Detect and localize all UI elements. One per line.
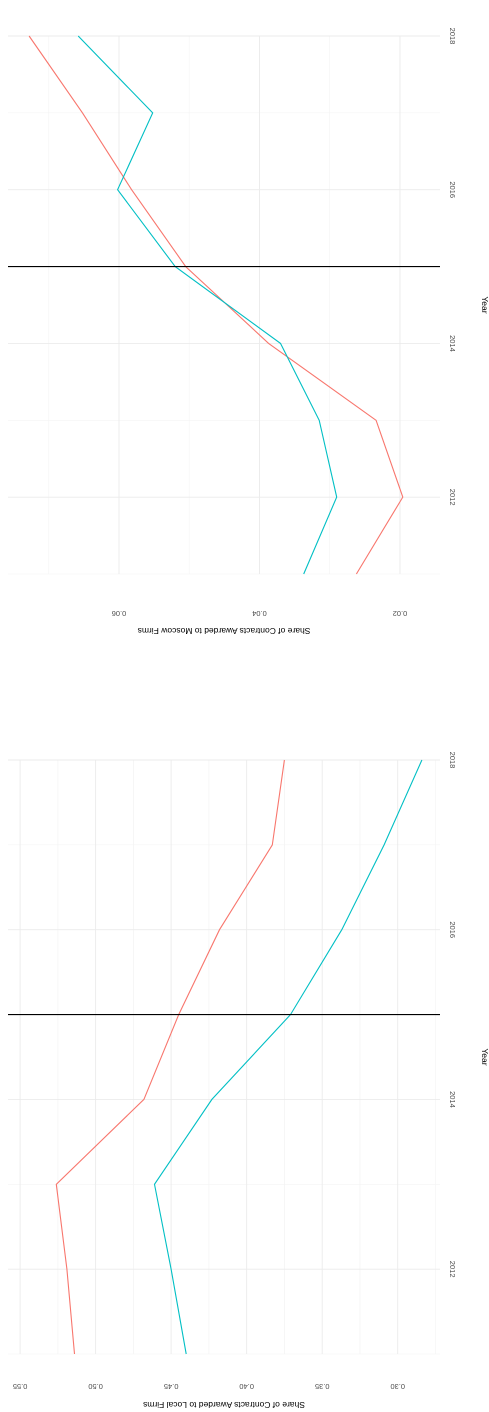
x-tick-label: 2016 bbox=[448, 921, 457, 938]
y-axis-title: Share of Contracts Awarded to Local Firm… bbox=[143, 1400, 305, 1410]
y-tick-label: 0.40 bbox=[239, 1382, 254, 1391]
y-tick-label: 0.06 bbox=[112, 609, 127, 618]
x-tick-label: 2014 bbox=[448, 335, 457, 352]
y-tick-label: 0.50 bbox=[88, 1382, 103, 1391]
series-line-2 bbox=[153, 759, 423, 1355]
y-tick-label: 0.35 bbox=[315, 1382, 330, 1391]
series-line-2 bbox=[77, 35, 338, 575]
x-tick-label: 2012 bbox=[448, 1261, 457, 1278]
x-axis-title: Year bbox=[480, 1048, 489, 1065]
x-tick-label: 2016 bbox=[448, 181, 457, 198]
series-line-1 bbox=[28, 35, 404, 575]
y-tick-label: 0.30 bbox=[390, 1382, 405, 1391]
y-tick-label: 0.02 bbox=[393, 609, 408, 618]
y-tick-label: 0.45 bbox=[164, 1382, 179, 1391]
chart-panel-2: 2012 2014 2016 2018 0.02 0.04 0.06 Year Share of… bbox=[8, 28, 489, 636]
series-line-1 bbox=[55, 759, 285, 1355]
x-tick-label: 2018 bbox=[448, 28, 457, 45]
y-axis-title: Share of Contracts Awarded to Moscow Fir… bbox=[138, 626, 311, 636]
x-tick-label: 2012 bbox=[448, 489, 457, 506]
chart-panel-1: 2012 2014 2016 2018 0.30 0.35 0.40 0.45 0.50 0.55… bbox=[8, 752, 489, 1410]
y-tick-label: 0.55 bbox=[13, 1382, 28, 1391]
x-axis-title: Year bbox=[480, 296, 489, 313]
x-tick-label: 2018 bbox=[448, 752, 457, 769]
x-tick-label: 2014 bbox=[448, 1091, 457, 1108]
y-tick-label: 0.04 bbox=[252, 609, 267, 618]
